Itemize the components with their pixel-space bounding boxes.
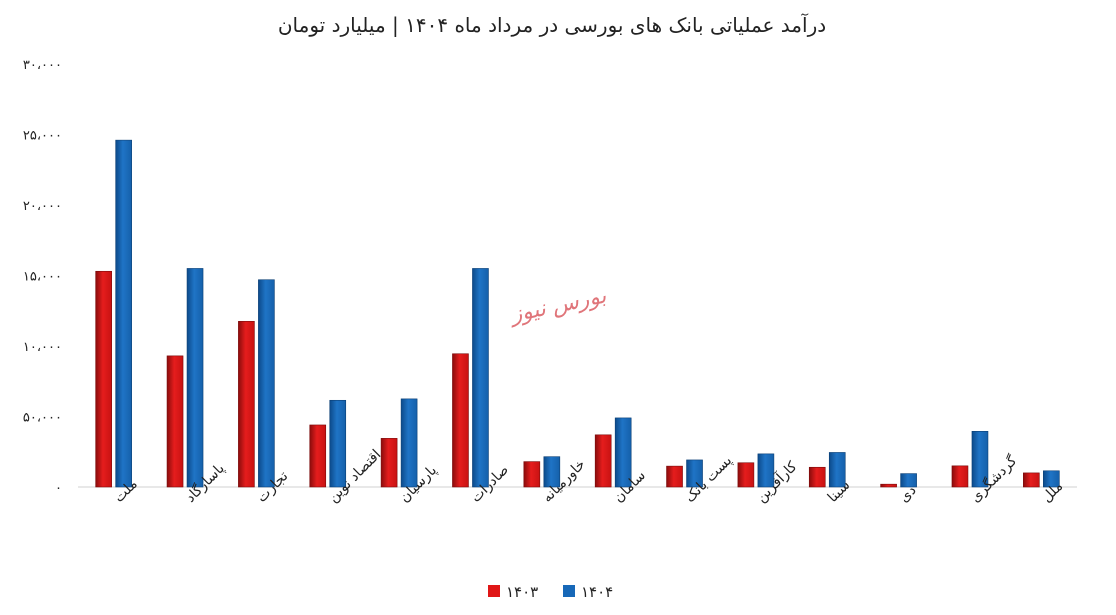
bar-1404-12	[971, 431, 989, 488]
legend-label: ۱۴۰۴	[581, 583, 613, 601]
legend: ۱۴۰۳ ۱۴۰۴	[488, 583, 613, 601]
bar-1404-8	[686, 459, 703, 488]
bar-1403-1	[166, 355, 184, 488]
y-tick-label: ۲۵،۰۰۰	[23, 129, 62, 144]
legend-swatch-۱۴۰۳	[488, 585, 500, 597]
bar-1403-3	[309, 424, 327, 488]
bar-1403-13	[1023, 472, 1040, 488]
bar-1403-9	[737, 462, 755, 488]
y-tick-label: ۲۰،۰۰۰	[23, 199, 62, 214]
bar-1403-8	[666, 465, 683, 488]
bar-1404-2	[258, 279, 275, 488]
bar-1403-11	[880, 483, 897, 488]
bar-1403-7	[594, 434, 612, 488]
y-tick-label: ۱۵،۰۰۰	[23, 270, 62, 285]
bar-1404-11	[900, 473, 917, 488]
y-tick-label: ۵۰،۰۰۰	[23, 411, 62, 426]
bar-1403-10	[808, 466, 826, 488]
y-tick-label: ۳۰،۰۰۰	[23, 58, 62, 73]
bars-group	[95, 139, 1060, 488]
legend-swatch-۱۴۰۴	[563, 585, 575, 597]
watermark-text: بورس نیوز	[506, 283, 609, 328]
bar-1403-0	[95, 270, 112, 488]
bar-1403-12	[951, 465, 969, 488]
bar-1404-5	[472, 268, 489, 488]
bar-1403-2	[238, 321, 255, 488]
bar-1403-4	[380, 438, 398, 488]
bar-1403-6	[523, 461, 541, 488]
y-tick-label: ۰	[55, 481, 62, 496]
x-tick-label: ملل	[1039, 478, 1066, 505]
bar-1404-7	[614, 417, 632, 488]
legend-label: ۱۴۰۳	[506, 583, 538, 601]
bar-1404-3	[329, 399, 347, 488]
y-tick-label: ۱۰،۰۰۰	[23, 340, 62, 355]
bar-1404-1	[186, 268, 204, 488]
bar-1404-13	[1043, 470, 1060, 488]
bar-1404-6	[543, 456, 561, 488]
bar-1404-9	[757, 453, 775, 488]
y-axis-ticks: ۰ ۵۰،۰۰۰ ۱۰،۰۰۰ ۱۵،۰۰۰ ۲۰،۰۰۰ ۲۵،۰۰۰ ۳۰،۰۰۰	[23, 58, 62, 496]
chart-title: درآمد عملیاتی بانک های بورسی در مرداد ما…	[278, 12, 826, 37]
bar-1404-4	[400, 398, 418, 488]
bar-1404-10	[828, 452, 846, 488]
bar-1403-5	[452, 353, 469, 488]
bar-1404-0	[115, 139, 132, 488]
